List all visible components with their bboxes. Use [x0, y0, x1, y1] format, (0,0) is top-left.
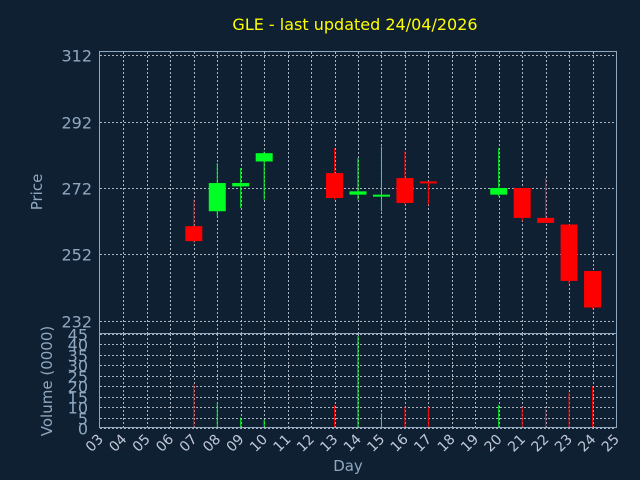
candle-body: [419, 181, 437, 184]
day-tick-label: 06: [153, 431, 177, 455]
day-tick-label: 05: [130, 432, 154, 456]
day-tick-label: 18: [435, 432, 459, 456]
volume-tick-label: 40: [68, 336, 88, 355]
day-tick-label: 10: [247, 432, 271, 456]
price-axis-label: Price: [28, 174, 46, 211]
x-axis-label: Day: [333, 457, 363, 475]
volume-tick-label: 45: [68, 326, 88, 345]
day-tick-label: 16: [388, 431, 412, 455]
volume-tick-label: 10: [68, 399, 88, 418]
candle-body: [490, 188, 508, 195]
price-tick-label: 252: [61, 246, 92, 265]
candle-body: [255, 153, 273, 162]
price-tick-label: 272: [61, 180, 92, 199]
candle-body: [537, 217, 555, 223]
day-tick-label: 24: [575, 431, 599, 455]
candle-body: [185, 226, 203, 242]
candle-body: [232, 183, 250, 187]
day-tick-label: 04: [106, 431, 130, 455]
day-tick-label: 21: [505, 432, 529, 456]
candle-body: [349, 191, 367, 195]
volume-tick-label: 0: [78, 420, 88, 439]
day-tick-label: 20: [482, 432, 506, 456]
day-tick-label: 09: [224, 432, 248, 456]
day-tick-label: 14: [341, 431, 365, 455]
day-tick-label: 07: [177, 432, 201, 456]
volume-tick-label: 30: [68, 357, 88, 376]
candles-layer: [185, 146, 602, 310]
volume-tick-label: 35: [68, 347, 88, 366]
volume-tick-label: 20: [68, 378, 88, 397]
day-tick-label: 11: [271, 432, 295, 456]
price-tick-label: 312: [61, 47, 92, 66]
volume-bars-layer: [193, 336, 594, 428]
volume-axis-label: Volume (0000): [38, 326, 56, 436]
volume-tick-label: 25: [68, 368, 88, 387]
price-tick-label: 292: [61, 114, 92, 133]
day-tick-label: 17: [411, 432, 435, 456]
day-tick-label: 23: [552, 432, 576, 456]
candle-body: [560, 224, 578, 281]
volume-tick-label: 15: [68, 389, 88, 408]
candle-body: [396, 178, 414, 203]
chart-title: GLE - last updated 24/04/2026: [232, 15, 477, 34]
volume-tick-label: 5: [78, 410, 88, 429]
price-tick-label: 232: [61, 313, 92, 332]
day-tick-label: 08: [200, 432, 224, 456]
volume-panel-frame: [99, 333, 617, 428]
candle-body: [326, 173, 344, 198]
day-tick-label: 15: [364, 432, 388, 456]
day-tick-label: 13: [317, 432, 341, 456]
day-tick-label: 22: [529, 432, 553, 456]
day-tick-label: 12: [294, 432, 318, 456]
candle-body: [372, 194, 390, 197]
candle-body: [208, 183, 226, 212]
day-tick-label: 25: [599, 432, 623, 456]
candle-body: [513, 188, 531, 218]
candle-body: [584, 270, 602, 308]
day-tick-label: 19: [458, 432, 482, 456]
